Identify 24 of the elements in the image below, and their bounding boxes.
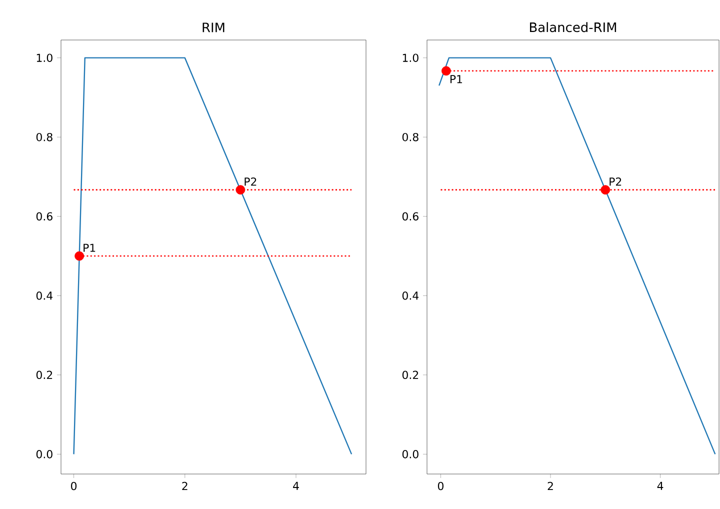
y-tick-label: 0.4	[402, 292, 419, 300]
x-tick-label: 0	[71, 482, 77, 490]
x-tick-label: 2	[548, 482, 553, 490]
y-tick-label: 0.0	[36, 450, 52, 458]
chart-title: RIM	[202, 22, 224, 32]
annotation: P1	[84, 244, 96, 252]
y-tick-label: 1.0	[402, 54, 418, 62]
y-tick-label: 1.0	[36, 54, 52, 62]
y-tick-label: 0.2	[402, 370, 418, 380]
x-tick-label: 0	[438, 482, 444, 490]
annotation: P2	[610, 177, 622, 186]
y-tick-label: 0.2	[36, 370, 52, 380]
x-tick-label: 4	[293, 482, 299, 490]
y-tick-label: 0.8	[402, 132, 418, 142]
y-tick-label: 0.6	[36, 212, 52, 221]
y-tick-label: 0.8	[36, 132, 52, 142]
chart-title: Balanced-RIM	[530, 22, 616, 32]
y-tick-label: 0.6	[402, 212, 418, 221]
y-tick-label: 0.4	[36, 292, 53, 300]
x-tick-label: 4	[657, 482, 664, 490]
x-tick-label: 2	[182, 482, 188, 490]
annotation: P2	[244, 177, 256, 186]
y-tick-label: 0.0	[402, 450, 418, 458]
annotation: P1	[450, 75, 462, 84]
